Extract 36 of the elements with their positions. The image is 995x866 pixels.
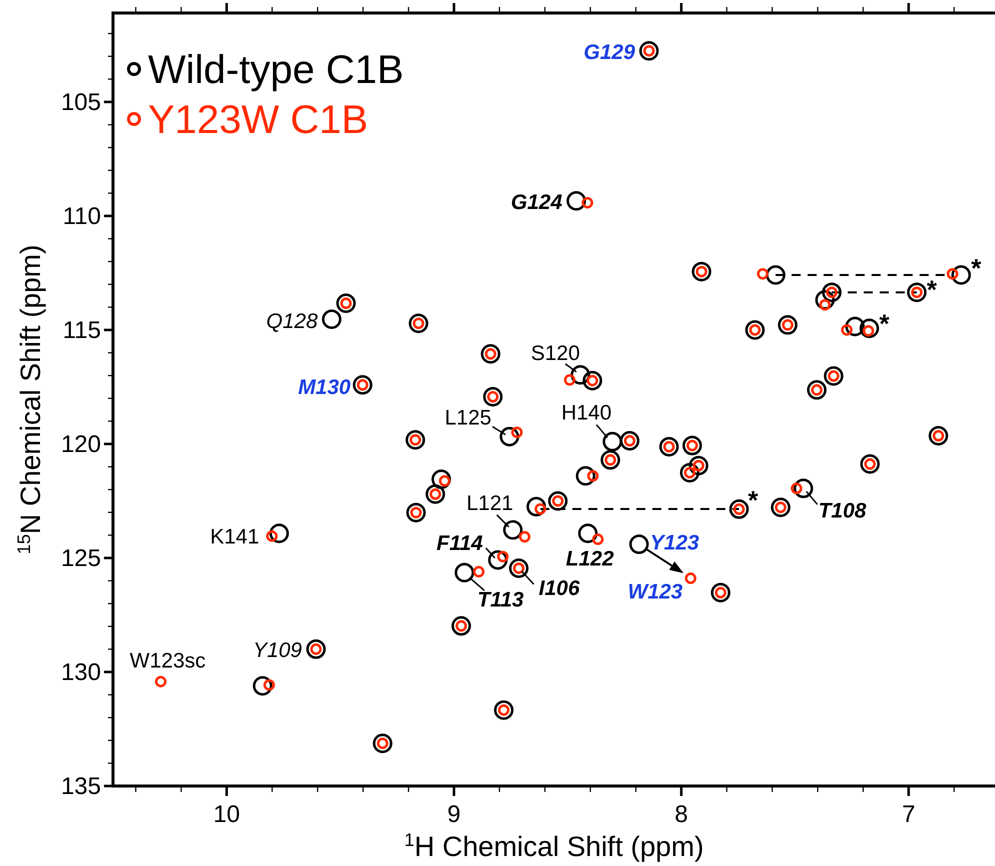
y-tick-label: 105 bbox=[60, 88, 101, 116]
annotation: W123 bbox=[628, 580, 683, 604]
y-tick-label: 120 bbox=[60, 430, 101, 458]
annotation: L122 bbox=[566, 547, 614, 570]
annotation: * bbox=[971, 253, 982, 283]
annotation: H140 bbox=[561, 402, 612, 425]
y-tick-label: 110 bbox=[62, 202, 101, 230]
annotation: * bbox=[748, 485, 760, 516]
annotation: W123sc bbox=[130, 650, 206, 673]
x-tick-label: 7 bbox=[902, 801, 916, 828]
annotation: Q128 bbox=[266, 310, 318, 334]
annotation: L125 bbox=[444, 406, 492, 430]
legend-label: Y123W C1B bbox=[148, 98, 368, 142]
annotation: Y123 bbox=[650, 531, 700, 554]
x-tick-label: 9 bbox=[447, 801, 461, 828]
legend-label: Wild-type C1B bbox=[148, 48, 404, 92]
annotation: G124 bbox=[510, 190, 563, 214]
x-axis-title: $^{1}$H Chemical Shift (ppm) bbox=[404, 830, 704, 862]
y-tick-label: 115 bbox=[62, 316, 101, 344]
annotation: * bbox=[879, 308, 890, 338]
annotation: M130 bbox=[298, 376, 351, 399]
y-tick-label: 125 bbox=[60, 544, 101, 572]
annotation: G129 bbox=[584, 40, 636, 64]
x-tick-label: 10 bbox=[213, 801, 240, 828]
annotation: * bbox=[926, 274, 938, 304]
annotation: K141 bbox=[210, 525, 260, 548]
y-tick-label: 135 bbox=[60, 773, 101, 800]
annotation: F114 bbox=[436, 532, 484, 556]
annotation: L121 bbox=[466, 492, 514, 515]
annotation: S120 bbox=[530, 342, 580, 365]
annotation: I106 bbox=[538, 577, 580, 600]
annotation: T113 bbox=[477, 588, 524, 612]
x-tick-label: 8 bbox=[674, 801, 688, 828]
annotation: Y109 bbox=[252, 639, 302, 662]
annotation: T108 bbox=[818, 499, 867, 522]
y-tick-label: 130 bbox=[60, 658, 101, 686]
